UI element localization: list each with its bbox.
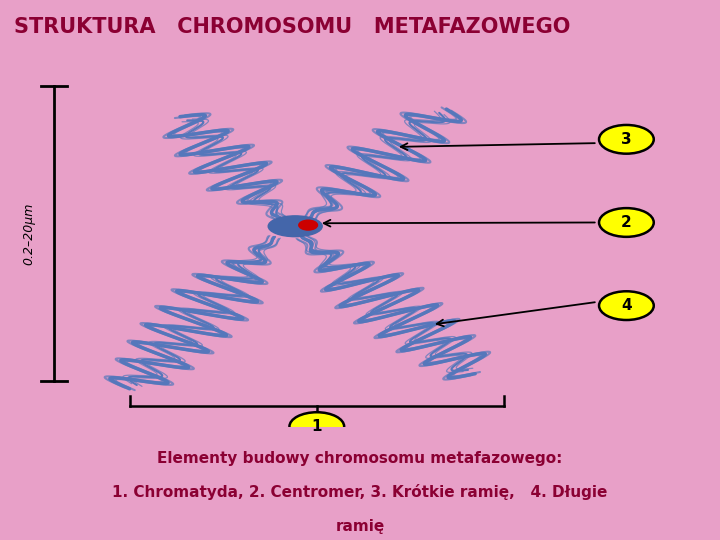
Text: 2: 2 [621, 215, 631, 230]
Ellipse shape [268, 216, 323, 237]
Text: STRUKTURA   CHROMOSOMU   METAFAZOWEGO: STRUKTURA CHROMOSOMU METAFAZOWEGO [14, 17, 571, 37]
Circle shape [299, 220, 318, 230]
Text: 1: 1 [312, 419, 322, 434]
Text: 0.2–20μm: 0.2–20μm [22, 202, 35, 265]
Text: 3: 3 [621, 132, 631, 147]
Circle shape [599, 291, 654, 320]
Text: ramię: ramię [336, 519, 384, 534]
Circle shape [599, 208, 654, 237]
Circle shape [599, 125, 654, 154]
Text: 1. Chromatyda, 2. Centromer, 3. Krótkie ramię,   4. Długie: 1. Chromatyda, 2. Centromer, 3. Krótkie … [112, 484, 608, 501]
Circle shape [289, 412, 344, 441]
Text: Elementy budowy chromosomu metafazowego:: Elementy budowy chromosomu metafazowego: [157, 451, 563, 466]
Text: 4: 4 [621, 298, 631, 313]
